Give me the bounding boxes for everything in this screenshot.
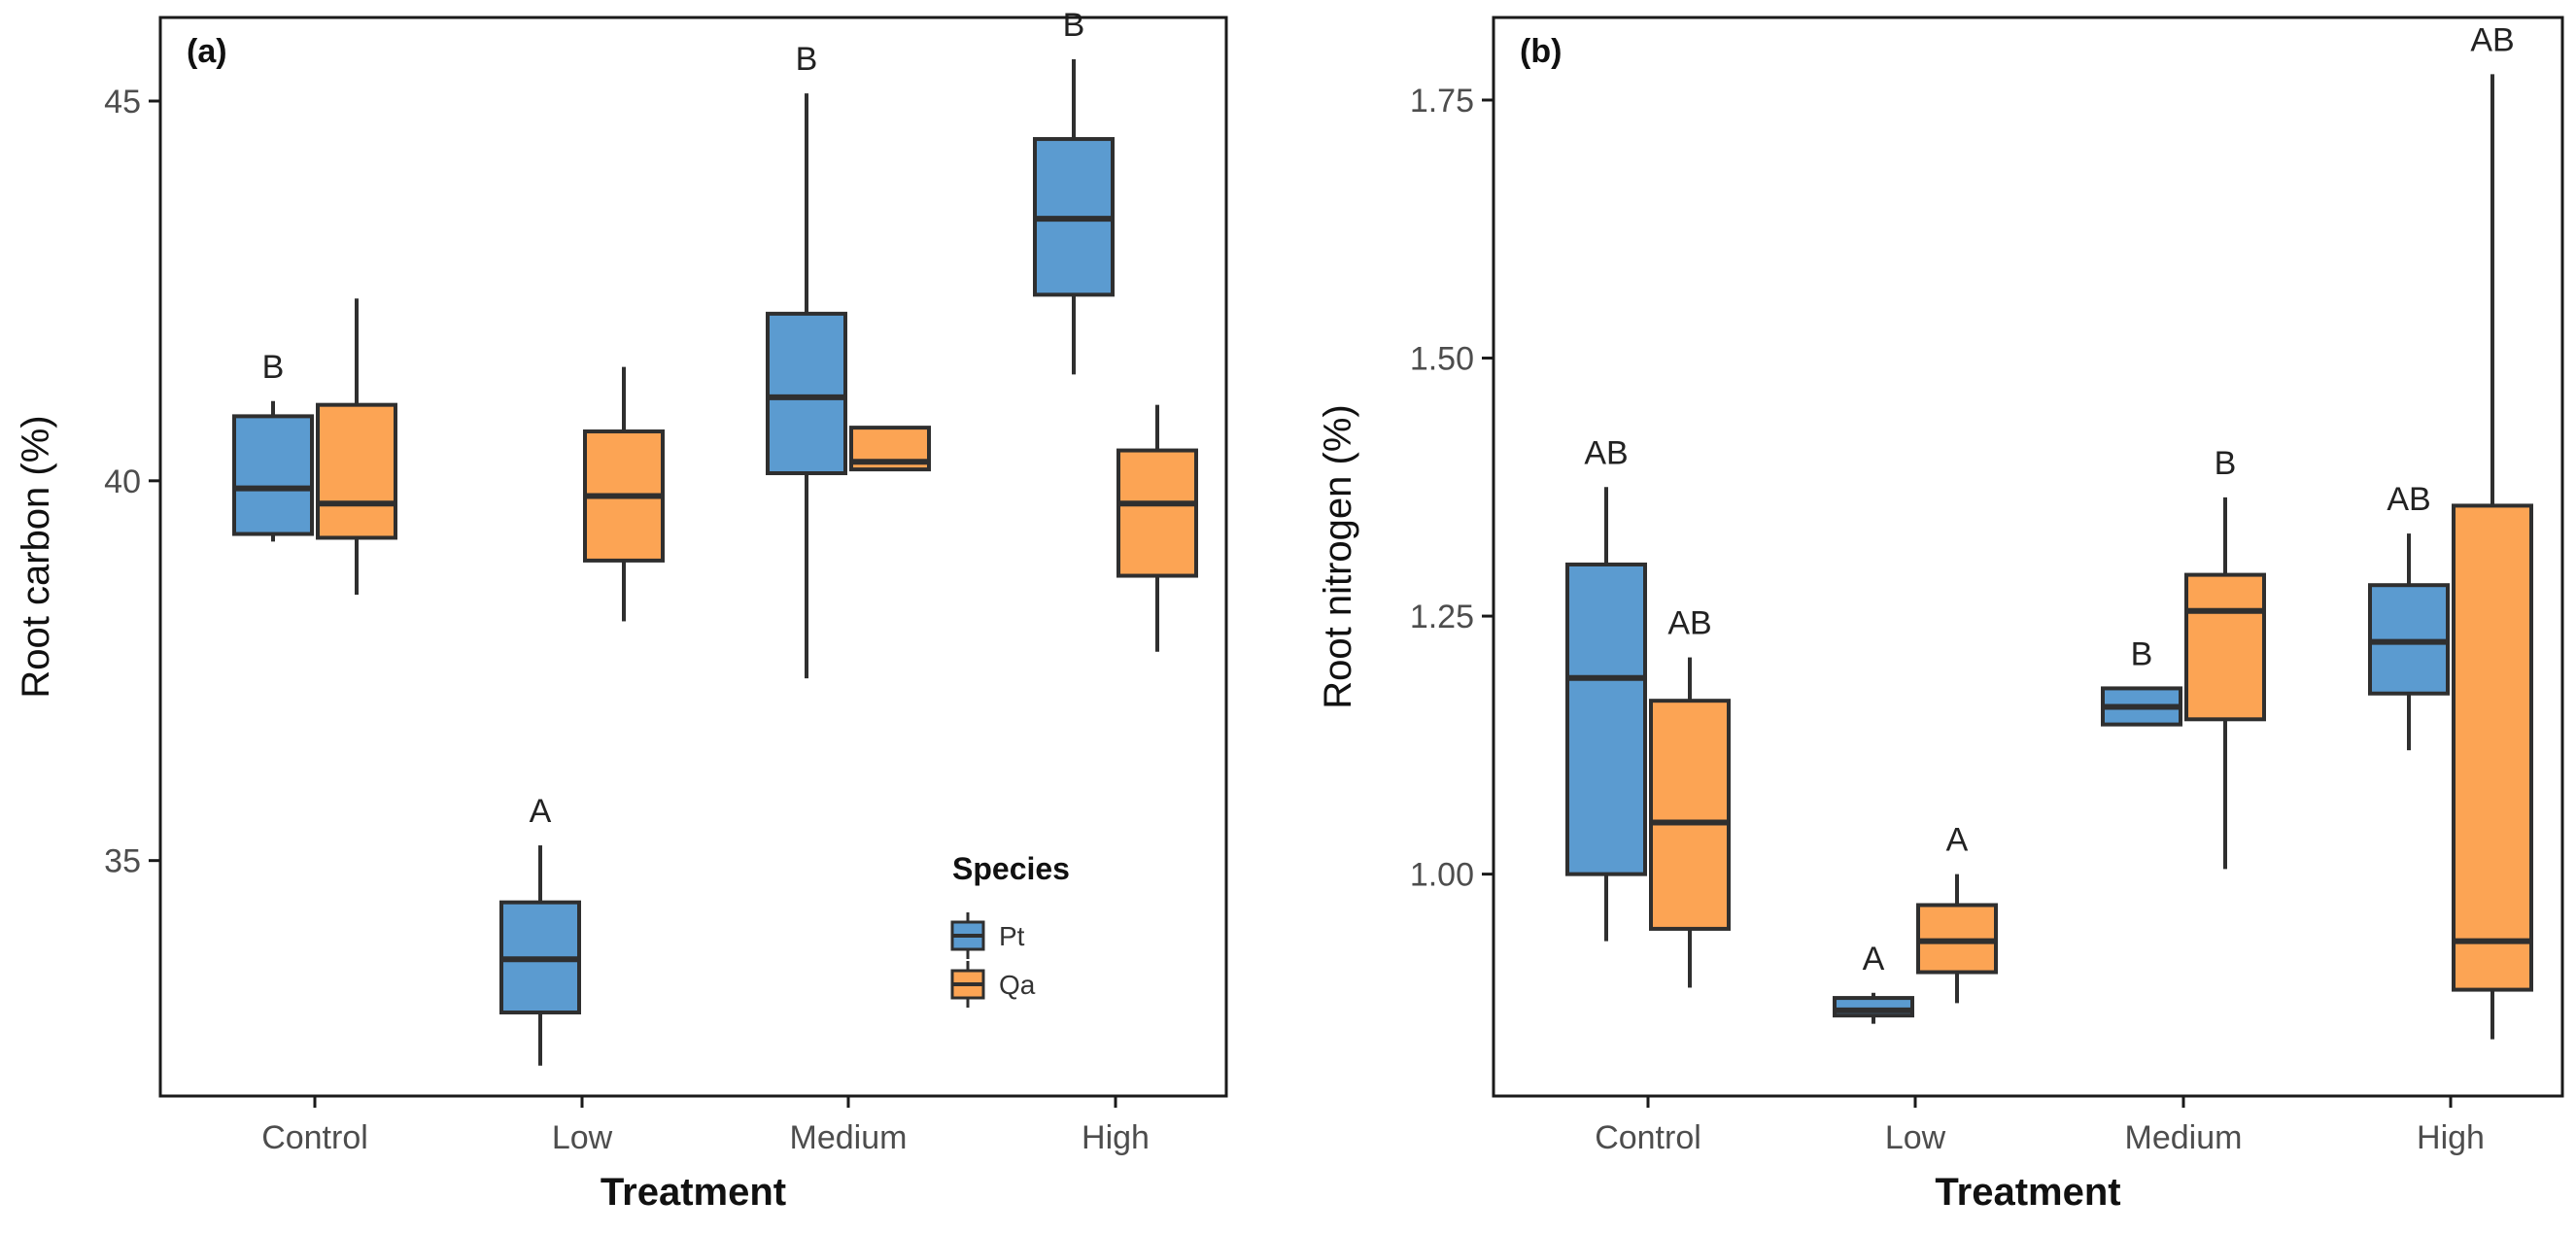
box-qa-control <box>316 402 397 540</box>
y-tick-label: 1.25 <box>1410 599 1474 635</box>
significance-letter: B <box>1063 7 1085 44</box>
x-tick-label: Control <box>1595 1119 1701 1156</box>
significance-letter: B <box>2131 635 2153 672</box>
box-qa-control <box>1649 699 1731 931</box>
x-tick-label: Low <box>1885 1119 1946 1156</box>
y-tick-label: 40 <box>104 463 141 500</box>
legend-label: Pt <box>999 921 1025 951</box>
significance-letter: A <box>1863 941 1885 977</box>
y-tick-label: 1.00 <box>1410 857 1474 894</box>
y-tick-label: 1.75 <box>1410 83 1474 120</box>
y-tick-label: 35 <box>104 843 141 880</box>
box-qa-high <box>1116 448 1198 578</box>
panel-label: (b) <box>1520 33 1562 70</box>
significance-letter: AB <box>1584 434 1628 471</box>
x-axis-title: Treatment <box>601 1171 786 1214</box>
legend-title: Species <box>952 851 1070 886</box>
significance-letter: AB <box>2387 481 2430 518</box>
y-axis-title: Root nitrogen (%) <box>1317 404 1359 708</box>
y-axis-title: Root carbon (%) <box>15 415 57 698</box>
y-tick-label: 45 <box>104 84 141 120</box>
legend-label: Qa <box>999 970 1036 1000</box>
significance-letter: B <box>796 41 818 78</box>
x-tick-label: Low <box>552 1119 613 1156</box>
x-tick-label: High <box>1082 1119 1150 1156</box>
box-qa-high <box>2452 503 2533 992</box>
box-pt-control <box>232 414 314 536</box>
x-tick-label: High <box>2417 1119 2485 1156</box>
significance-letter: B <box>2215 445 2237 482</box>
significance-letter: AB <box>1667 605 1711 642</box>
panel-label: (a) <box>187 33 227 70</box>
significance-letter: A <box>1946 822 1969 859</box>
plot-frame <box>158 16 1228 1098</box>
x-tick-label: Medium <box>2125 1119 2243 1156</box>
box-pt-medium <box>766 311 847 476</box>
x-axis-title: Treatment <box>1935 1171 2120 1214</box>
significance-letter: AB <box>2470 21 2514 58</box>
significance-letter: A <box>530 793 552 830</box>
box-qa-medium <box>2184 572 2266 722</box>
x-tick-label: Medium <box>790 1119 908 1156</box>
x-tick-label: Control <box>261 1119 368 1156</box>
box-pt-control <box>1565 562 1647 876</box>
significance-letter: B <box>262 349 285 386</box>
y-tick-label: 1.50 <box>1410 341 1474 378</box>
plot-frame <box>1492 16 2564 1098</box>
